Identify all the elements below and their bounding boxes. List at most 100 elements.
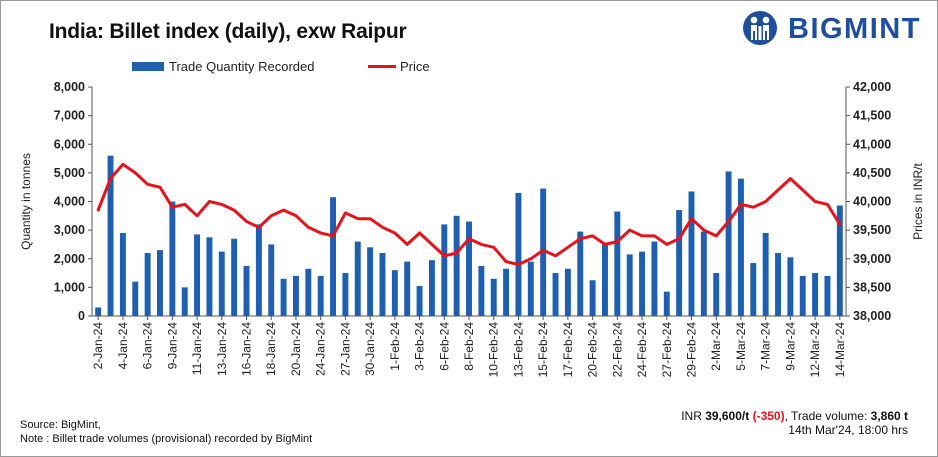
quantity-bar	[416, 285, 423, 316]
y-right-tick-label: 38,000	[853, 309, 891, 323]
quantity-bar	[775, 253, 781, 316]
quantity-bar	[428, 260, 435, 316]
y-left-tick-label: 5,000	[54, 166, 85, 180]
x-tick-label: 11-Jan-24	[190, 322, 204, 375]
chart-title: India: Billet index (daily), exw Raipur	[49, 20, 407, 43]
quantity-bar	[490, 278, 497, 316]
y-left-tick-label: 3,000	[54, 223, 85, 237]
quantity-bar	[527, 261, 534, 316]
quantity-bar	[824, 275, 831, 316]
x-tick-label: 13-Jan-24	[215, 322, 229, 376]
quantity-bar	[799, 275, 806, 316]
x-tick-label: 1-Feb-24	[388, 322, 402, 371]
quantity-bar	[663, 291, 670, 316]
quantity-bar	[478, 265, 485, 316]
quantity-bar	[181, 287, 188, 316]
quantity-bar	[144, 253, 151, 316]
quantity-bar	[762, 232, 769, 316]
y-right-tick-label: 39,000	[853, 252, 891, 266]
x-tick-label: 15-Feb-24	[536, 322, 550, 378]
quantity-bar	[243, 265, 250, 316]
x-tick-label: 8-Feb-24	[462, 322, 476, 371]
x-tick-label: 4-Jan-24	[116, 322, 130, 370]
y-right-tick-label: 41,500	[853, 109, 891, 123]
quantity-bar	[651, 241, 658, 316]
volume-label: , Trade volume:	[784, 409, 871, 423]
x-tick-label: 2-Jan-24	[91, 322, 105, 370]
quantity-bar	[614, 211, 621, 316]
quantity-bar	[552, 273, 559, 316]
combo-chart: 0 1,000 2,000 3,000 4,000 5,000 6,000 7,000 8,00…	[19, 80, 925, 378]
x-tick-label: 12-Mar-24	[808, 322, 822, 378]
y-right-tick-label: 42,000	[853, 80, 891, 94]
y-left-tick-label: 0	[78, 309, 85, 323]
quantity-bar	[330, 197, 336, 316]
price-change: (-350)	[752, 409, 785, 423]
summary-line: INR 39,600/t (-350), Trade volume: 3,860…	[681, 409, 908, 423]
quantity-bar	[354, 241, 361, 316]
source-text: Source: BigMint,	[20, 419, 101, 431]
chart-legend: Trade Quantity Recorded Price	[0, 57, 938, 77]
quantity-bar	[404, 261, 411, 316]
x-tick-label: 13-Feb-24	[511, 322, 525, 378]
quantity-bar	[750, 263, 757, 316]
volume-value: 3,860 t	[870, 409, 908, 423]
y-left-tick-label: 7,000	[54, 109, 85, 123]
x-tick-label: 30-Jan-24	[363, 322, 377, 376]
x-tick-label: 24-Feb-24	[635, 322, 649, 378]
quantity-bar	[441, 224, 448, 316]
x-tick-label: 6-Feb-24	[437, 322, 451, 371]
x-tick-label: 20-Jan-24	[289, 322, 303, 376]
x-tick-label: 24-Jan-24	[314, 322, 328, 376]
quantity-bar	[107, 155, 114, 316]
x-tick-label: 14-Mar-24	[833, 322, 847, 378]
quantity-bar	[713, 273, 720, 316]
x-tick-label: 16-Jan-24	[240, 322, 254, 376]
x-tick-label: 27-Feb-24	[660, 322, 674, 378]
quantity-bar	[194, 234, 201, 316]
x-tick-label: 6-Jan-24	[141, 322, 155, 370]
x-tick-label: 5-Mar-24	[734, 322, 748, 371]
quantity-bar	[564, 268, 571, 316]
quantity-bar	[342, 273, 349, 316]
quantity-bar	[132, 281, 139, 316]
legend-line-swatch	[368, 65, 396, 68]
quantity-bar	[503, 268, 510, 316]
quantity-bar	[218, 251, 225, 316]
quantity-bar	[466, 221, 472, 316]
legend-bar-swatch	[132, 62, 164, 71]
x-tick-label: 18-Jan-24	[264, 322, 278, 376]
quantity-bar	[688, 191, 695, 316]
x-tick-label: 27-Jan-24	[338, 322, 352, 376]
quantity-bar	[379, 253, 386, 316]
quantity-bar	[589, 280, 596, 316]
bigmint-emblem-icon	[743, 11, 777, 45]
x-tick-label: 20-Feb-24	[586, 322, 600, 378]
x-tick-label: 22-Feb-24	[610, 322, 624, 378]
x-tick-label: 7-Mar-24	[759, 322, 773, 371]
y-left-tick-label: 6,000	[54, 137, 85, 151]
quantity-bar	[255, 224, 262, 316]
quantity-bar	[95, 307, 102, 316]
quantity-bar	[268, 244, 275, 316]
quantity-bar	[231, 238, 238, 316]
quantity-bar	[737, 178, 744, 316]
quantity-bar	[391, 270, 398, 316]
legend-line-label: Price	[400, 59, 430, 74]
bigmint-logo[interactable]: BIGMINT	[740, 10, 930, 46]
quantity-bar	[639, 251, 646, 316]
footer-notes: Source: BigMint, Note : Billet trade vol…	[20, 418, 312, 446]
y-right-tick-label: 40,000	[853, 195, 891, 209]
quantity-bar	[157, 250, 163, 316]
quantity-bar	[725, 171, 732, 316]
y-right-tick-label: 39,500	[853, 223, 891, 237]
y-right-tick-label: 41,000	[853, 137, 891, 151]
y-left-tick-label: 2,000	[54, 252, 85, 266]
quantity-bar	[787, 257, 794, 316]
quantity-bar	[577, 231, 584, 316]
quantity-bar	[836, 205, 843, 316]
x-tick-label: 3-Feb-24	[413, 322, 427, 371]
y-left-tick-label: 8,000	[54, 80, 85, 94]
footer-summary: INR 39,600/t (-350), Trade volume: 3,860…	[681, 409, 908, 437]
legend-bar-label: Trade Quantity Recorded	[169, 59, 315, 74]
